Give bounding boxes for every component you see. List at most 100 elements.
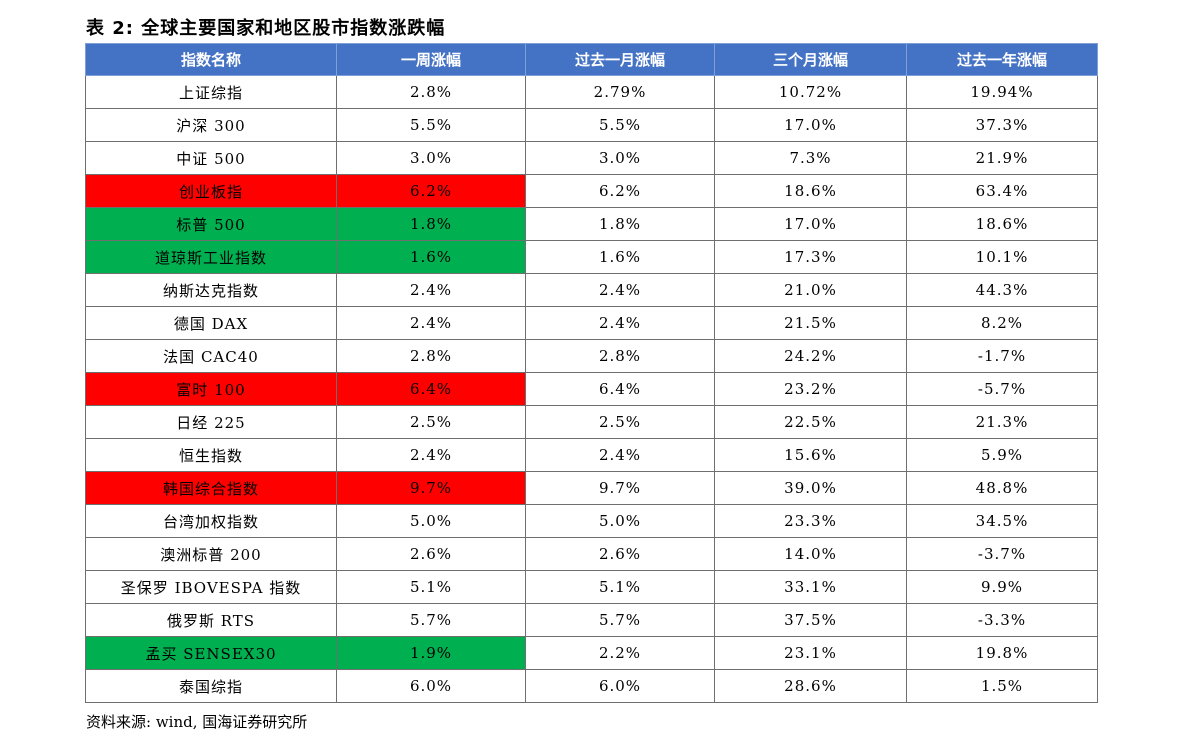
table-row: 创业板指 6.2% 6.2% 18.6% 63.4% <box>85 174 1098 208</box>
table-row: 澳洲标普 200 2.6% 2.6% 14.0% -3.7% <box>85 537 1098 571</box>
year-change-cell: -1.7% <box>906 339 1098 373</box>
year-change-cell: 8.2% <box>906 306 1098 340</box>
week-change-cell: 5.5% <box>336 108 526 142</box>
three-month-change-cell: 24.2% <box>714 339 907 373</box>
month-change-cell: 6.4% <box>525 372 715 406</box>
month-change-cell: 5.7% <box>525 603 715 637</box>
three-month-change-cell: 23.1% <box>714 636 907 670</box>
month-change-cell: 2.4% <box>525 306 715 340</box>
week-change-cell: 2.8% <box>336 339 526 373</box>
table-row: 道琼斯工业指数 1.6% 1.6% 17.3% 10.1% <box>85 240 1098 274</box>
week-change-cell: 5.7% <box>336 603 526 637</box>
week-change-cell: 6.0% <box>336 669 526 703</box>
three-month-change-cell: 10.72% <box>714 75 907 109</box>
year-change-cell: 18.6% <box>906 207 1098 241</box>
three-month-change-cell: 23.2% <box>714 372 907 406</box>
three-month-change-cell: 21.0% <box>714 273 907 307</box>
year-change-cell: 10.1% <box>906 240 1098 274</box>
week-change-cell: 1.9% <box>336 636 526 670</box>
index-name-cell: 富时 100 <box>85 372 337 406</box>
index-name-cell: 恒生指数 <box>85 438 337 472</box>
three-month-change-cell: 21.5% <box>714 306 907 340</box>
source-note: 资料来源: wind, 国海证券研究所 <box>86 713 308 731</box>
week-change-cell: 1.8% <box>336 207 526 241</box>
three-month-change-cell: 17.0% <box>714 108 907 142</box>
week-change-cell: 9.7% <box>336 471 526 505</box>
table-row: 法国 CAC40 2.8% 2.8% 24.2% -1.7% <box>85 339 1098 373</box>
index-name-cell: 中证 500 <box>85 141 337 175</box>
header-year-change: 过去一年涨幅 <box>906 43 1098 76</box>
week-change-cell: 2.4% <box>336 273 526 307</box>
week-change-cell: 2.4% <box>336 306 526 340</box>
three-month-change-cell: 14.0% <box>714 537 907 571</box>
table-row: 中证 500 3.0% 3.0% 7.3% 21.9% <box>85 141 1098 175</box>
index-name-cell: 泰国综指 <box>85 669 337 703</box>
table-row: 泰国综指 6.0% 6.0% 28.6% 1.5% <box>85 669 1098 703</box>
month-change-cell: 2.79% <box>525 75 715 109</box>
index-name-cell: 俄罗斯 RTS <box>85 603 337 637</box>
table-row: 标普 500 1.8% 1.8% 17.0% 18.6% <box>85 207 1098 241</box>
month-change-cell: 2.2% <box>525 636 715 670</box>
month-change-cell: 1.6% <box>525 240 715 274</box>
table-header-row: 指数名称 一周涨幅 过去一月涨幅 三个月涨幅 过去一年涨幅 <box>85 43 1098 76</box>
month-change-cell: 2.4% <box>525 273 715 307</box>
week-change-cell: 5.1% <box>336 570 526 604</box>
month-change-cell: 5.1% <box>525 570 715 604</box>
index-name-cell: 纳斯达克指数 <box>85 273 337 307</box>
header-week-change: 一周涨幅 <box>336 43 526 76</box>
index-name-cell: 德国 DAX <box>85 306 337 340</box>
month-change-cell: 1.8% <box>525 207 715 241</box>
year-change-cell: 63.4% <box>906 174 1098 208</box>
index-name-cell: 上证综指 <box>85 75 337 109</box>
index-performance-table: 指数名称 一周涨幅 过去一月涨幅 三个月涨幅 过去一年涨幅 上证综指 2.8% 2.… <box>85 43 1098 703</box>
table-row: 孟买 SENSEX30 1.9% 2.2% 23.1% 19.8% <box>85 636 1098 670</box>
three-month-change-cell: 7.3% <box>714 141 907 175</box>
index-name-cell: 台湾加权指数 <box>85 504 337 538</box>
year-change-cell: 9.9% <box>906 570 1098 604</box>
header-month-change: 过去一月涨幅 <box>525 43 715 76</box>
month-change-cell: 2.6% <box>525 537 715 571</box>
three-month-change-cell: 17.3% <box>714 240 907 274</box>
table-row: 韩国综合指数 9.7% 9.7% 39.0% 48.8% <box>85 471 1098 505</box>
month-change-cell: 9.7% <box>525 471 715 505</box>
index-name-cell: 标普 500 <box>85 207 337 241</box>
month-change-cell: 5.0% <box>525 504 715 538</box>
table-row: 台湾加权指数 5.0% 5.0% 23.3% 34.5% <box>85 504 1098 538</box>
year-change-cell: 19.8% <box>906 636 1098 670</box>
table-row: 圣保罗 IBOVESPA 指数 5.1% 5.1% 33.1% 9.9% <box>85 570 1098 604</box>
three-month-change-cell: 23.3% <box>714 504 907 538</box>
week-change-cell: 6.2% <box>336 174 526 208</box>
three-month-change-cell: 17.0% <box>714 207 907 241</box>
year-change-cell: 44.3% <box>906 273 1098 307</box>
year-change-cell: 19.94% <box>906 75 1098 109</box>
table-row: 沪深 300 5.5% 5.5% 17.0% 37.3% <box>85 108 1098 142</box>
index-name-cell: 澳洲标普 200 <box>85 537 337 571</box>
year-change-cell: -3.7% <box>906 537 1098 571</box>
index-name-cell: 孟买 SENSEX30 <box>85 636 337 670</box>
header-index-name: 指数名称 <box>85 43 337 76</box>
table-row: 纳斯达克指数 2.4% 2.4% 21.0% 44.3% <box>85 273 1098 307</box>
month-change-cell: 2.8% <box>525 339 715 373</box>
index-name-cell: 日经 225 <box>85 405 337 439</box>
year-change-cell: 5.9% <box>906 438 1098 472</box>
three-month-change-cell: 28.6% <box>714 669 907 703</box>
year-change-cell: -3.3% <box>906 603 1098 637</box>
year-change-cell: 21.9% <box>906 141 1098 175</box>
week-change-cell: 6.4% <box>336 372 526 406</box>
table-row: 上证综指 2.8% 2.79% 10.72% 19.94% <box>85 75 1098 109</box>
year-change-cell: 21.3% <box>906 405 1098 439</box>
week-change-cell: 3.0% <box>336 141 526 175</box>
three-month-change-cell: 33.1% <box>714 570 907 604</box>
month-change-cell: 6.2% <box>525 174 715 208</box>
table-row: 俄罗斯 RTS 5.7% 5.7% 37.5% -3.3% <box>85 603 1098 637</box>
index-name-cell: 圣保罗 IBOVESPA 指数 <box>85 570 337 604</box>
three-month-change-cell: 37.5% <box>714 603 907 637</box>
table-row: 富时 100 6.4% 6.4% 23.2% -5.7% <box>85 372 1098 406</box>
three-month-change-cell: 39.0% <box>714 471 907 505</box>
month-change-cell: 3.0% <box>525 141 715 175</box>
index-name-cell: 道琼斯工业指数 <box>85 240 337 274</box>
week-change-cell: 5.0% <box>336 504 526 538</box>
index-name-cell: 创业板指 <box>85 174 337 208</box>
month-change-cell: 2.4% <box>525 438 715 472</box>
year-change-cell: 1.5% <box>906 669 1098 703</box>
